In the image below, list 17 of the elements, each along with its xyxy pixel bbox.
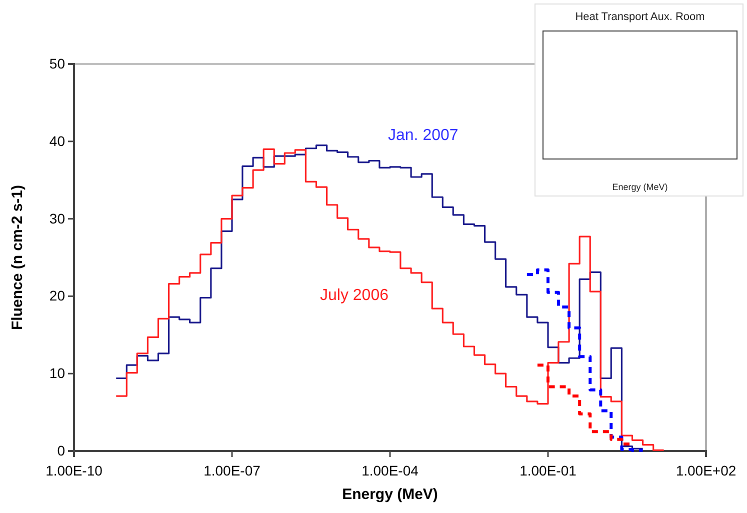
y-tick-label: 40 (49, 132, 66, 149)
series-label: Jan. 2007 (388, 127, 458, 144)
y-tick-label: 0 (57, 442, 66, 458)
y-tick-label: 50 (49, 55, 66, 72)
text: Heat Transport Aux. Room (575, 11, 705, 23)
annotation: Energy (MeV) (612, 182, 668, 192)
x-tick-label: 1.00E-04 (362, 462, 419, 478)
x-tick-label: 1.00E-01 (520, 462, 577, 478)
x-tick-label: 1.00E-10 (46, 462, 103, 478)
x-axis-title: Energy (MeV) (342, 486, 438, 503)
y-axis-title: Fluence (n cm-2 s-1) (9, 184, 26, 330)
y-tick-label: 10 (49, 365, 66, 382)
x-tick-label: 1.00E-07 (204, 462, 261, 478)
series-label: July 2006 (320, 287, 389, 304)
x-tick-label: 1.00E+02 (676, 462, 736, 478)
y-tick-label: 20 (49, 288, 66, 304)
y-tick-label: 30 (49, 210, 66, 226)
